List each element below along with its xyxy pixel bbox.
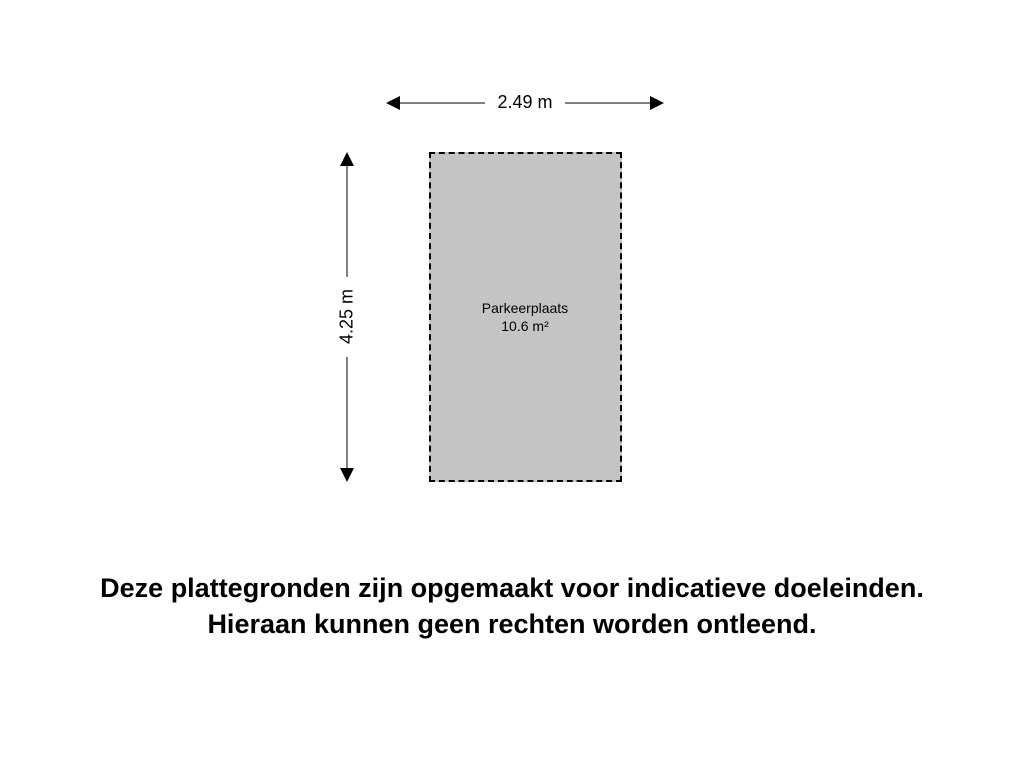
disclaimer-line-2: Hieraan kunnen geen rechten worden ontle… — [207, 609, 816, 639]
disclaimer-text: Deze plattegronden zijn opgemaakt voor i… — [0, 570, 1024, 642]
width-dim-left-arrowhead — [386, 96, 400, 110]
floorplan-canvas: Parkeerplaats 10.6 m² 2.49 m 4.25 m Deze… — [0, 0, 1024, 768]
height-dim-bottom-arrowhead — [340, 468, 354, 482]
height-dim-top-arrowhead — [340, 152, 354, 166]
room-name: Parkeerplaats — [482, 300, 568, 316]
height-dimension-label: 4.25 m — [337, 267, 358, 367]
disclaimer-line-1: Deze plattegronden zijn opgemaakt voor i… — [100, 573, 924, 603]
width-dimension-label: 2.49 m — [475, 92, 575, 113]
room-label: Parkeerplaats 10.6 m² — [445, 299, 605, 335]
room-area: 10.6 m² — [501, 318, 548, 334]
width-dim-right-arrowhead — [650, 96, 664, 110]
